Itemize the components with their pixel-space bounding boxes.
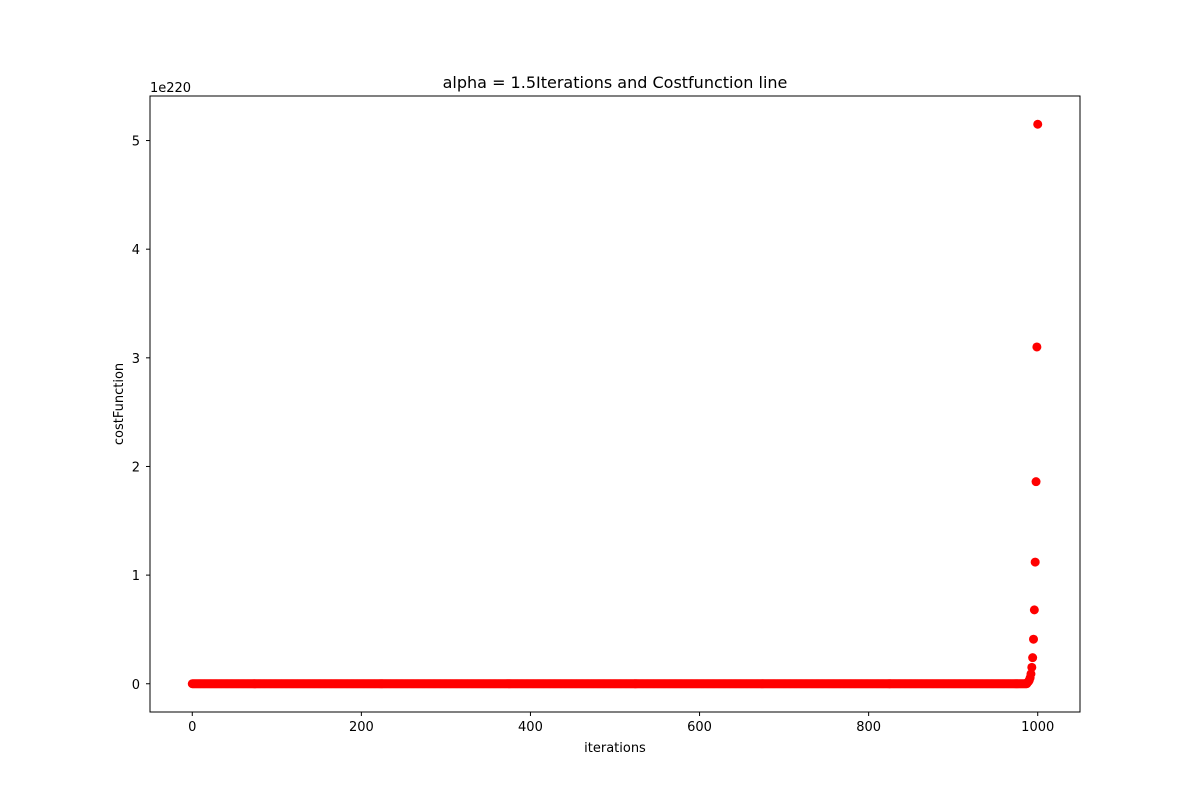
y-tick-label: 5 bbox=[132, 135, 140, 150]
data-point bbox=[1032, 342, 1042, 352]
data-point bbox=[1028, 653, 1038, 663]
data-point bbox=[1033, 119, 1043, 129]
y-axis-label: costFunction bbox=[112, 363, 127, 445]
x-tick-label: 1000 bbox=[1021, 720, 1054, 735]
x-tick-label: 800 bbox=[856, 720, 881, 735]
data-point bbox=[1029, 605, 1039, 615]
y-tick-label: 3 bbox=[132, 352, 140, 367]
x-axis-label: iterations bbox=[584, 741, 646, 756]
x-tick-label: 600 bbox=[687, 720, 712, 735]
x-tick-label: 0 bbox=[188, 720, 196, 735]
data-point bbox=[1031, 477, 1041, 487]
chart-title: alpha = 1.5Iterations and Costfunction l… bbox=[443, 73, 788, 92]
x-tick-label: 200 bbox=[349, 720, 374, 735]
x-tick-label: 400 bbox=[518, 720, 543, 735]
y-axis-offset-label: 1e220 bbox=[150, 81, 191, 96]
axis-ticks: 0 200 400 600 800 1000 0 1 2 3 4 5 bbox=[132, 135, 1055, 735]
y-tick-label: 1 bbox=[132, 569, 140, 584]
y-tick-label: 2 bbox=[132, 460, 140, 475]
y-tick-label: 0 bbox=[132, 678, 140, 693]
plot-area-frame bbox=[149, 95, 1081, 713]
data-point bbox=[1030, 557, 1040, 567]
data-point bbox=[1027, 662, 1037, 672]
scatter-points bbox=[187, 119, 1043, 689]
y-tick-label: 4 bbox=[132, 243, 140, 258]
data-point bbox=[1029, 634, 1038, 644]
